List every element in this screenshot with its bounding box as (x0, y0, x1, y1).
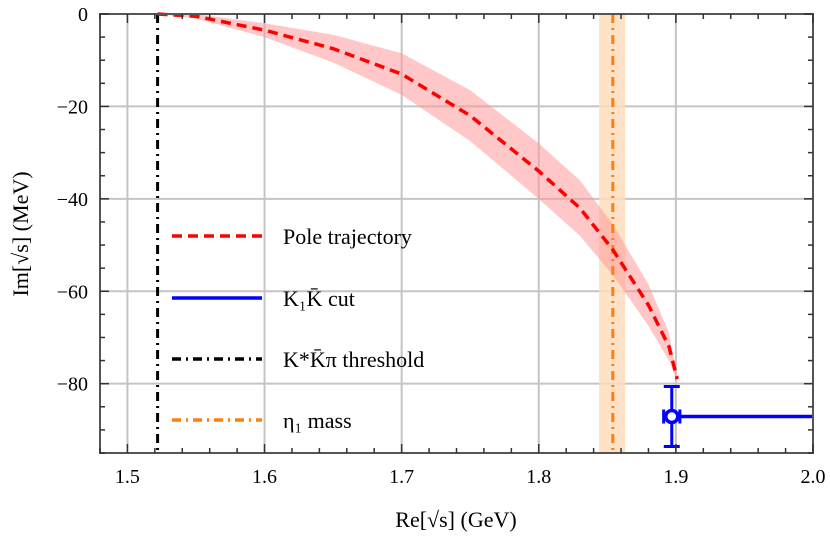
x-tick-label: 1.6 (252, 466, 277, 488)
legend-label: K₁K̄ cut (283, 286, 355, 311)
x-tick-label: 1.7 (389, 466, 414, 488)
x-tick-label: 1.9 (663, 466, 688, 488)
x-tick-label: 2.0 (801, 466, 826, 488)
plot-frame (99, 13, 814, 454)
pole-trajectory-band (157, 14, 678, 382)
legend-label: η₁ mass (283, 408, 352, 433)
y-tick-label: −20 (57, 96, 88, 118)
x-axis-label: Re[√s] (GeV) (395, 507, 516, 532)
tick-labels: 1.5 1.6 1.7 1.8 1.9 2.0 0 −20 −40 −60 −80 (57, 4, 826, 488)
y-tick-label: −60 (57, 281, 88, 303)
grid (100, 14, 813, 453)
x-tick-label: 1.5 (115, 466, 140, 488)
pole-trajectory-line (157, 12, 679, 380)
pole-data-point (664, 408, 680, 425)
x-tick-label: 1.8 (526, 466, 551, 488)
legend-label: Pole trajectory (283, 224, 412, 249)
bands (157, 14, 678, 453)
legend-label: K*K̄π threshold (283, 347, 424, 372)
y-axis-label: Im[√s] (MeV) (8, 171, 33, 296)
legend: Pole trajectory K₁K̄ cut K*K̄π threshold η₁… (172, 224, 424, 433)
y-tick-label: 0 (78, 4, 88, 26)
axes-frame (99, 13, 814, 454)
y-tick-label: −40 (57, 189, 88, 211)
y-tick-label: −80 (57, 374, 88, 396)
series-lines (156, 12, 813, 453)
